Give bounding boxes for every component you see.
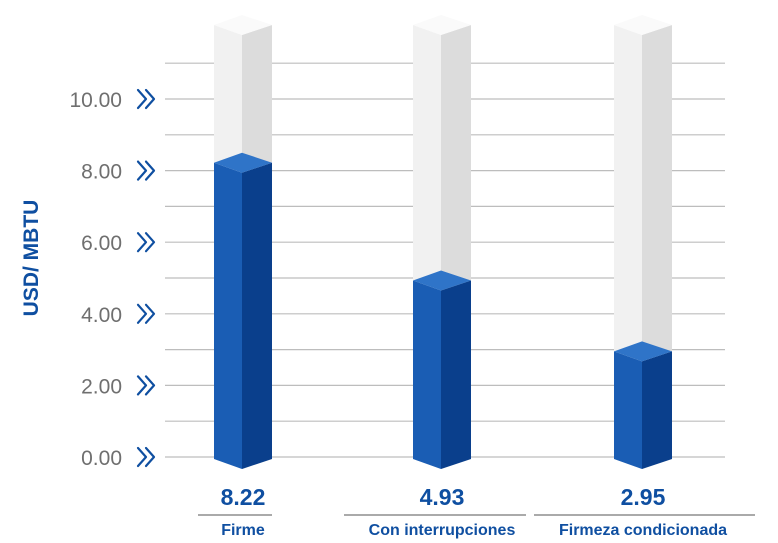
x-axis-labels: 8.22 Firme 4.93 Con interrupciones 2.95 Firme… — [198, 484, 755, 539]
chevron-double-right-icon — [136, 446, 156, 468]
category-label: Firmeza condicionada — [559, 522, 727, 539]
y-tick-label: 10.00 — [69, 89, 122, 112]
bar-front — [614, 351, 642, 469]
bar-side — [441, 280, 471, 469]
data-label: 2.95 — [621, 484, 666, 510]
bar-side — [642, 351, 672, 469]
ghost-column-top — [413, 15, 471, 35]
category-label: Firme — [221, 522, 265, 539]
y-tick-label: 6.00 — [81, 232, 122, 255]
y-axis-label: USD/ MBTU — [20, 200, 43, 317]
bar-top — [413, 270, 471, 291]
ghost-column-top — [614, 15, 672, 35]
y-tick-label: 8.00 — [81, 161, 122, 184]
chevron-double-right-icon — [136, 232, 156, 253]
data-label: 8.22 — [221, 484, 266, 510]
chevron-double-right-icon — [136, 375, 156, 396]
data-label: 4.93 — [420, 484, 465, 510]
y-tick-label: 4.00 — [81, 304, 122, 327]
y-tick-label: 2.00 — [81, 375, 122, 398]
chevron-double-right-icon — [136, 160, 156, 181]
bar-side — [242, 162, 272, 469]
category-label: Con interrupciones — [369, 522, 516, 539]
chevron-double-right-icon — [136, 88, 156, 110]
chevron-double-right-icon — [136, 303, 156, 324]
bar-top — [614, 341, 672, 362]
y-axis: 0.00 2.00 4.00 6.00 8.00 10.00 — [69, 88, 156, 470]
bars — [214, 152, 672, 469]
bar-front — [413, 280, 441, 469]
y-tick-label: 0.00 — [81, 447, 122, 470]
ghost-column-top — [214, 15, 272, 35]
bar-top — [214, 152, 272, 173]
bar-front — [214, 162, 242, 469]
